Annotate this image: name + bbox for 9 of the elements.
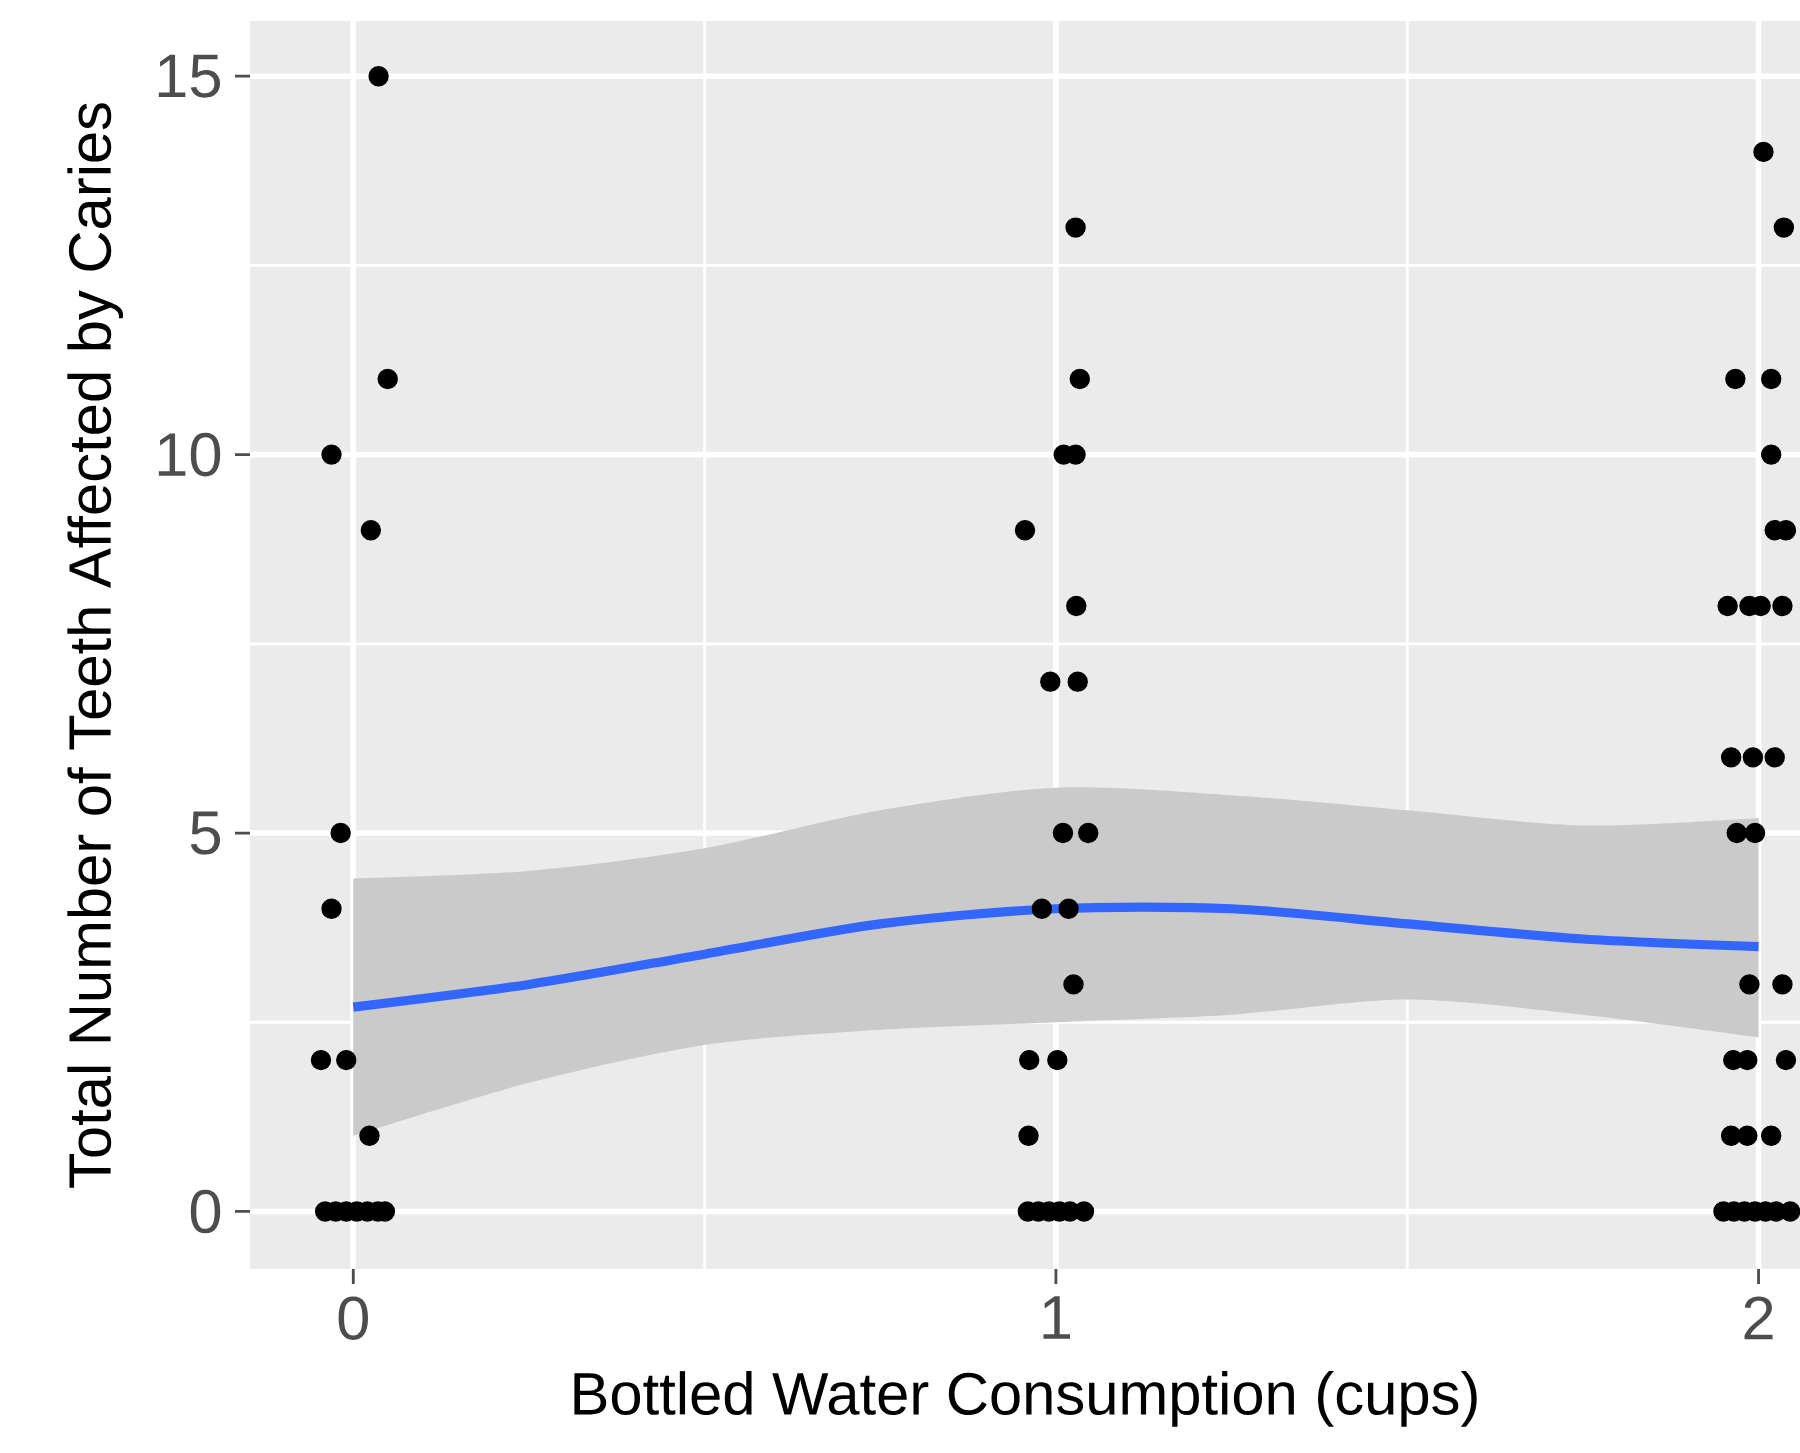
y-axis-title: Total Number of Teeth Affected by Caries — [67, 103, 124, 1188]
y-tick-label: 10 — [158, 432, 221, 477]
x-tick-label: 1 — [1043, 1296, 1071, 1339]
y-tick-label: 5 — [190, 811, 221, 855]
y-tick-label: 15 — [158, 54, 221, 98]
y-tick-label: 0 — [190, 1189, 221, 1234]
x-tick-label: 0 — [338, 1296, 368, 1340]
x-tick-label: 2 — [1744, 1296, 1773, 1340]
x-axis-title: Bottled Water Consumption (cups) — [574, 1371, 1477, 1427]
